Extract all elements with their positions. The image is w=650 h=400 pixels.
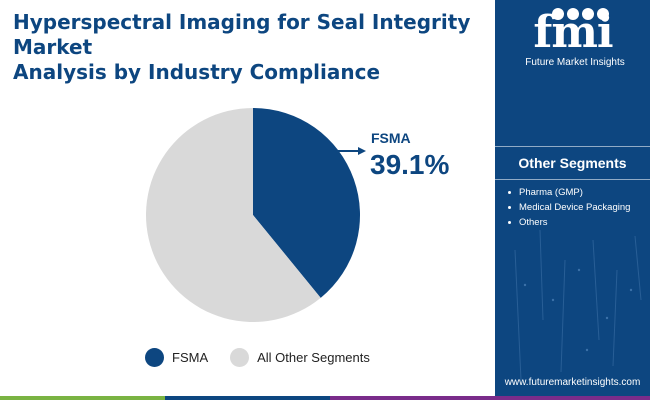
pie-chart: FSMA 39.1% [146, 108, 449, 322]
panel-divider [495, 146, 650, 147]
legend-swatch-fsma [145, 347, 164, 367]
chart-title: Hyperspectral Imaging for Seal Integrity… [13, 10, 493, 85]
segment-label: Pharma (GMP) [519, 187, 583, 198]
sidebar-background-decoration [514, 229, 642, 381]
bottom-bar-navy [165, 396, 330, 400]
bullet-icon [508, 221, 511, 224]
list-item: Medical Device Packaging [506, 200, 630, 215]
other-segments-heading: Other Segments [518, 155, 627, 171]
legend-swatch-all-other-segments [230, 347, 250, 367]
legend-item-all-other-segments: All Other Segments [230, 347, 370, 367]
sidebar-panel: fmi Future Market Insights Other Segment… [495, 0, 650, 400]
legend-label-fsma: FSMA [172, 349, 209, 365]
logo-badge-icon [582, 8, 594, 20]
title-line-2: Analysis by Industry Compliance [13, 60, 381, 84]
other-segments-list: Pharma (GMP) Medical Device Packaging Ot… [506, 185, 630, 230]
fmi-logo: fmi Future Market Insights [515, 8, 630, 72]
logo-letters: fmi [533, 7, 613, 58]
bottom-color-bar [0, 396, 650, 400]
bullet-icon [508, 191, 511, 194]
panel-divider [495, 179, 650, 180]
segment-label: Others [519, 217, 548, 228]
callout-value: 39.1% [370, 149, 449, 180]
title-line-1: Hyperspectral Imaging for Seal Integrity… [13, 10, 471, 59]
list-item: Others [506, 215, 630, 230]
website-url[interactable]: www.futuremarketinsights.com [504, 377, 641, 388]
legend-label-all-other-segments: All Other Segments [257, 349, 370, 365]
logo-name: Future Market Insights [525, 57, 625, 68]
logo-badge-icon [597, 8, 609, 20]
pie-slice-all-other-segments [146, 108, 321, 322]
bottom-bar-purple [330, 396, 650, 400]
logo-badge-icon [567, 8, 579, 20]
chart-legend: FSMA All Other Segments [145, 346, 392, 368]
list-item: Pharma (GMP) [506, 185, 630, 200]
logo-badge-icon [552, 8, 564, 20]
pie-slices [146, 108, 361, 322]
legend-item-fsma: FSMA [145, 347, 209, 367]
pie-slice-fsma [253, 108, 361, 298]
segment-label: Medical Device Packaging [519, 202, 631, 213]
callout-arrowhead [358, 147, 366, 155]
bottom-bar-green [0, 396, 165, 400]
bullet-icon [508, 206, 511, 209]
callout-label: FSMA [371, 130, 411, 146]
